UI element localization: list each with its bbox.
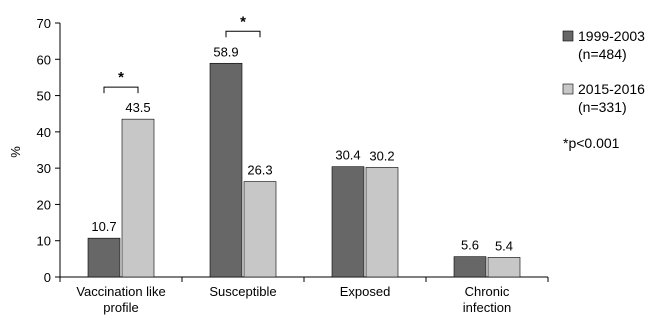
data-label: 43.5 (125, 100, 150, 115)
data-label: 5.4 (495, 238, 513, 253)
y-axis: 0 10 20 30 40 50 60 70 (37, 16, 61, 285)
p-value-annotation: *p<0.001 (563, 135, 620, 151)
significance-star: * (118, 69, 124, 86)
legend-swatch-1 (562, 30, 574, 42)
data-label: 26.3 (247, 163, 272, 178)
data-label: 10.7 (91, 219, 116, 234)
bar-series-1 (209, 62, 243, 278)
bar-series-2 (243, 181, 277, 278)
y-tick-label: 0 (44, 270, 51, 285)
y-axis-label: % (8, 146, 23, 158)
bar-series-2 (121, 118, 155, 278)
y-tick-label: 50 (37, 89, 51, 104)
y-tick-label: 30 (37, 161, 51, 176)
legend-swatch-2 (562, 83, 574, 95)
bars (87, 62, 521, 278)
y-tick-label: 60 (37, 52, 51, 67)
x-tick-label: Vaccination like profile (76, 284, 165, 315)
significance-bracket (225, 30, 261, 38)
significance-star: * (240, 13, 246, 30)
y-tick-label: 70 (37, 16, 51, 31)
legend-label-1: 1999-2003 (n=484) (578, 28, 645, 62)
data-labels: 10.7 58.9 30.4 5.6 43.5 26.3 30.2 5.4 (91, 44, 513, 253)
legend: 1999-2003 (n=484) 2015-2016 (n=331) (562, 28, 645, 115)
bar-series-2 (365, 167, 399, 278)
data-label: 58.9 (213, 44, 238, 59)
significance-bracket (103, 86, 139, 94)
significance-markers: ** (103, 13, 261, 94)
data-label: 5.6 (461, 238, 479, 253)
y-tick-label: 10 (37, 234, 51, 249)
bar-series-1 (453, 256, 487, 278)
x-axis: Vaccination like profile Susceptible Expose… (59, 276, 549, 315)
data-label: 30.4 (335, 148, 360, 163)
x-tick-label: Exposed (340, 284, 391, 299)
x-tick-label: Susceptible (209, 284, 276, 299)
bar-series-1 (87, 237, 121, 278)
bar-series-1 (331, 166, 365, 278)
x-tick-label: Chronic infection (463, 284, 511, 315)
y-tick-label: 20 (37, 197, 51, 212)
bar-series-2 (487, 257, 521, 278)
y-tick-label: 40 (37, 125, 51, 140)
legend-label-2: 2015-2016 (n=331) (578, 81, 645, 115)
data-label: 30.2 (369, 148, 394, 163)
